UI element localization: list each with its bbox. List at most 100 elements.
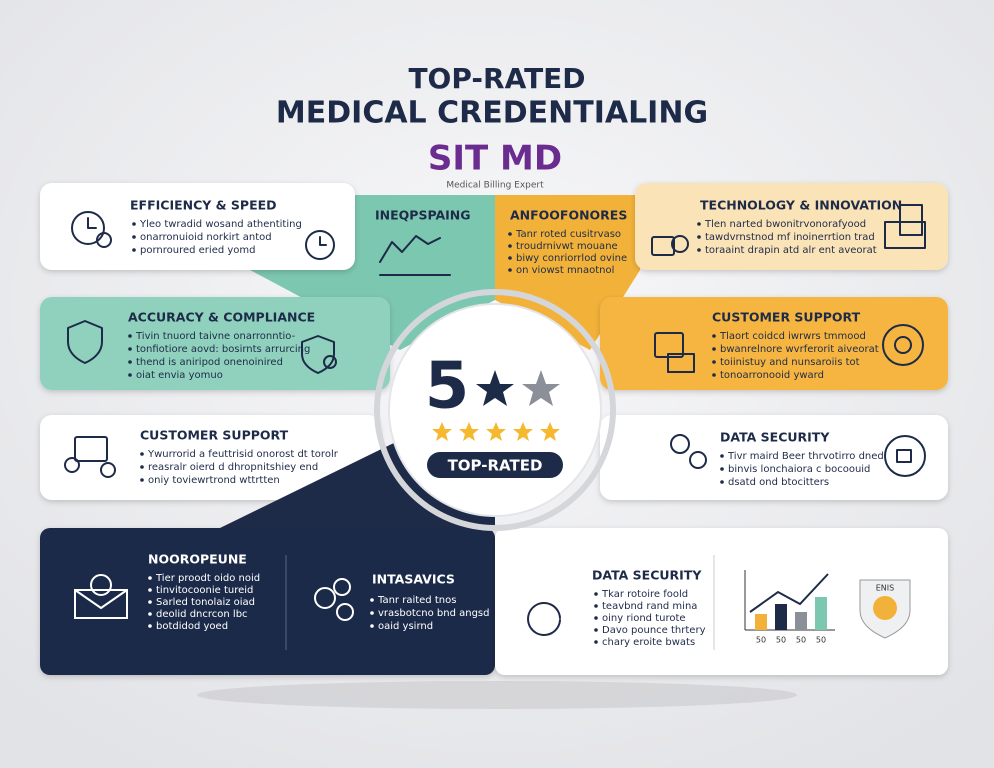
floor-shadow (197, 681, 797, 709)
bullet: oiny riond turote (602, 613, 686, 624)
chart-label: 50 (756, 636, 766, 645)
bullet: botdidod yoed (156, 621, 228, 632)
bullet: tonfiotiore aovd: bosirnts arrurcing (136, 344, 310, 355)
bullet-dot (712, 334, 716, 338)
shield-core (873, 596, 897, 620)
bullet: oaid ysirnd (378, 621, 433, 632)
ring (374, 289, 616, 531)
title-line1: TOP-RATED (408, 62, 585, 95)
bullet-dot (132, 248, 136, 252)
bullet-dot (712, 360, 716, 364)
bullet: Davo pounce thrtery (602, 625, 706, 636)
bullet: Tlen narted bwonitrvonorafyood (704, 219, 866, 230)
bullet: toiinistuy and nunsaroiis tot (720, 357, 860, 368)
bullet: pornroured eried yomd (140, 245, 256, 256)
bullet-dot (712, 373, 716, 377)
chart-label: 50 (816, 636, 826, 645)
card-title: CUSTOMER SUPPORT (712, 310, 861, 325)
card-title: EFFICIENCY & SPEED (130, 198, 277, 213)
bullet-dot (508, 232, 512, 236)
card (600, 415, 948, 500)
card-title: INTASAVICS (372, 572, 455, 587)
dark-panel (40, 528, 495, 675)
bullet-dot (128, 347, 132, 351)
bullet: reasralr oierd d dhropnitshiey end (148, 462, 318, 473)
bullet-dot (594, 604, 598, 608)
bullet: Tkar rotoire foold (601, 589, 688, 600)
bullet: Tanr roted cusitrvaso (515, 229, 621, 240)
card (40, 415, 380, 500)
chart-label: 50 (796, 636, 806, 645)
bullet: deolid dncrcon lbc (156, 609, 248, 620)
rating-number: 5 (425, 350, 470, 424)
badge-text: TOP-RATED (448, 457, 543, 475)
bullet: oiat envia yomuo (136, 370, 223, 381)
bullet-dot (128, 334, 132, 338)
card-title: DATA SECURITY (720, 430, 830, 445)
bullet: tawdvrnstnod mf inoinerrtion trad (705, 232, 875, 243)
bullet: biwy conriorrlod ovine (516, 253, 627, 264)
white-panel (495, 528, 948, 675)
bullet-dot (697, 248, 701, 252)
bullet: Tier proodt oido noid (155, 573, 260, 584)
bullet-dot (594, 640, 598, 644)
star (476, 370, 514, 406)
bullet-dot (132, 222, 136, 226)
bullet-dot (148, 612, 152, 616)
bullet-dot (128, 360, 132, 364)
badge (427, 452, 563, 478)
chart-label: 50 (776, 636, 786, 645)
card-title: CUSTOMER SUPPORT (140, 428, 289, 443)
card (40, 297, 390, 390)
bullet-dot (132, 235, 136, 239)
bullet: onarronuioid norkirt antod (140, 232, 272, 243)
bullet-dot (148, 600, 152, 604)
bullet: Tlaort coidcd iwrwrs tmmood (719, 331, 866, 342)
bullet-dot (370, 598, 374, 602)
bullet-dot (697, 235, 701, 239)
bullet-dot (370, 624, 374, 628)
bullet-dot (720, 480, 724, 484)
bullet-dot (148, 624, 152, 628)
bullet: troudrnivwt mouane (516, 241, 618, 252)
mini-chart (744, 570, 835, 631)
bullet: Tivin tnuord taivne onarronntio- (135, 331, 296, 342)
bullet: binvis lonchaiora c bocoouid (728, 464, 870, 475)
bullet-dot (140, 452, 144, 456)
star (522, 370, 560, 406)
bullet: Yleo twradid wosand athentiting (139, 219, 302, 230)
card (635, 183, 948, 270)
bullet: Ywurrorid a feuttrisid onorost dt torolr (147, 449, 339, 460)
bullet-dot (140, 465, 144, 469)
bullet-dot (720, 467, 724, 471)
bullet: Tivr maird Beer thrvotirro dned (727, 451, 884, 462)
card-title: ANFOOFONORES (510, 208, 627, 223)
bullet-dot (148, 576, 152, 580)
bullet-dot (508, 256, 512, 260)
bullet: toraaint drapin atd alr ent aveorat (705, 245, 877, 256)
bullet-dot (594, 592, 598, 596)
bullet-dot (508, 268, 512, 272)
bullet: Tanr raited tnos (377, 595, 456, 606)
bullet: vrasbotcno bnd angsd (378, 608, 489, 619)
card-title: ACCURACY & COMPLIANCE (128, 310, 315, 325)
bullet-dot (720, 454, 724, 458)
card (600, 297, 948, 390)
card-title: DATA SECURITY (592, 568, 702, 583)
center-circle (388, 303, 602, 517)
logo: SIT MD (428, 139, 562, 179)
bullet-dot (712, 347, 716, 351)
card (40, 183, 355, 270)
card-title: INEQPSPAING (375, 208, 471, 223)
tagline: Medical Billing Expert (446, 181, 544, 191)
bullet-dot (594, 628, 598, 632)
bullet: teavbnd rand mina (602, 601, 697, 612)
title-line2: MEDICAL CREDENTIALING (276, 96, 708, 131)
gold-stars (432, 422, 560, 441)
bullet-dot (697, 222, 701, 226)
bullet: chary eroite bwats (602, 637, 695, 648)
bullet-dot (148, 588, 152, 592)
bullet: thend is aniripod onenoinired (136, 357, 283, 368)
bullet: oniy toviewrtrond wttrtten (148, 475, 280, 486)
